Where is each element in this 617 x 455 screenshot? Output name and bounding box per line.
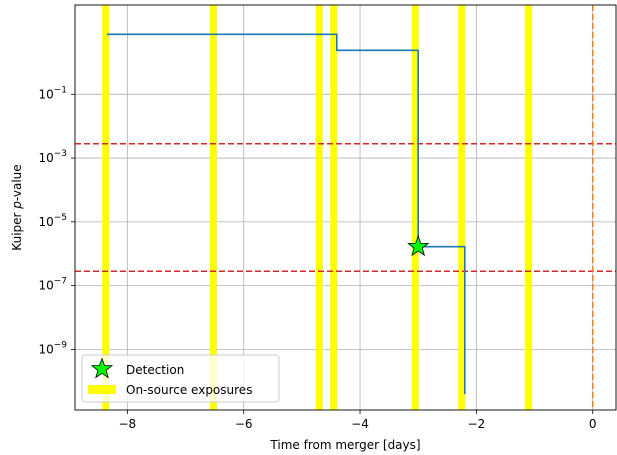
onsource-exposure-bands [102, 5, 533, 410]
onsource-exposure-band [315, 5, 323, 410]
y-tick-label: 10−7 [38, 277, 67, 293]
y-axis-label-italic: p [10, 201, 24, 210]
y-tick-label: 10−5 [38, 213, 67, 229]
y-tick-label: 10−9 [38, 340, 67, 356]
x-tick-label: 0 [589, 417, 597, 431]
onsource-exposure-band [458, 5, 466, 410]
legend-detection-marker [90, 357, 114, 379]
series-layer [75, 5, 616, 410]
legend: Detection On-source exposures [81, 354, 280, 403]
legend-label-exposures: On-source exposures [126, 383, 252, 397]
detection-layer [407, 235, 430, 257]
y-axis-label-suffix: -value [10, 164, 24, 201]
y-axis-label: Kuiper p-value [10, 164, 24, 250]
onsource-exposure-band [102, 5, 110, 410]
legend-box [81, 354, 280, 403]
x-tick-label: −4 [351, 417, 369, 431]
x-axis-label: Time from merger [days] [269, 438, 420, 452]
legend-exposure-swatch [88, 385, 116, 394]
onsource-exposure-band [411, 5, 419, 410]
y-axis-label-prefix: Kuiper [10, 209, 24, 251]
y-tick-label: 10−1 [38, 85, 67, 101]
onsource-exposure-band [330, 5, 338, 410]
y-tick-label: 10−3 [38, 149, 67, 165]
axis-ticks: −8 −6 −4 −2 0 10−1 10−3 10−5 10−7 10−9 [38, 85, 596, 431]
plot-frame [74, 4, 617, 411]
onsource-exposure-band [209, 5, 217, 410]
detection-marker [407, 235, 430, 257]
legend-label-detection: Detection [126, 363, 184, 377]
legend-detection-star [90, 357, 114, 379]
x-tick-label: −6 [235, 417, 253, 431]
onsource-exposure-band [525, 5, 533, 410]
x-tick-label: −8 [119, 417, 137, 431]
x-tick-label: −2 [468, 417, 486, 431]
kuiper-pvalue-series [107, 33, 466, 395]
